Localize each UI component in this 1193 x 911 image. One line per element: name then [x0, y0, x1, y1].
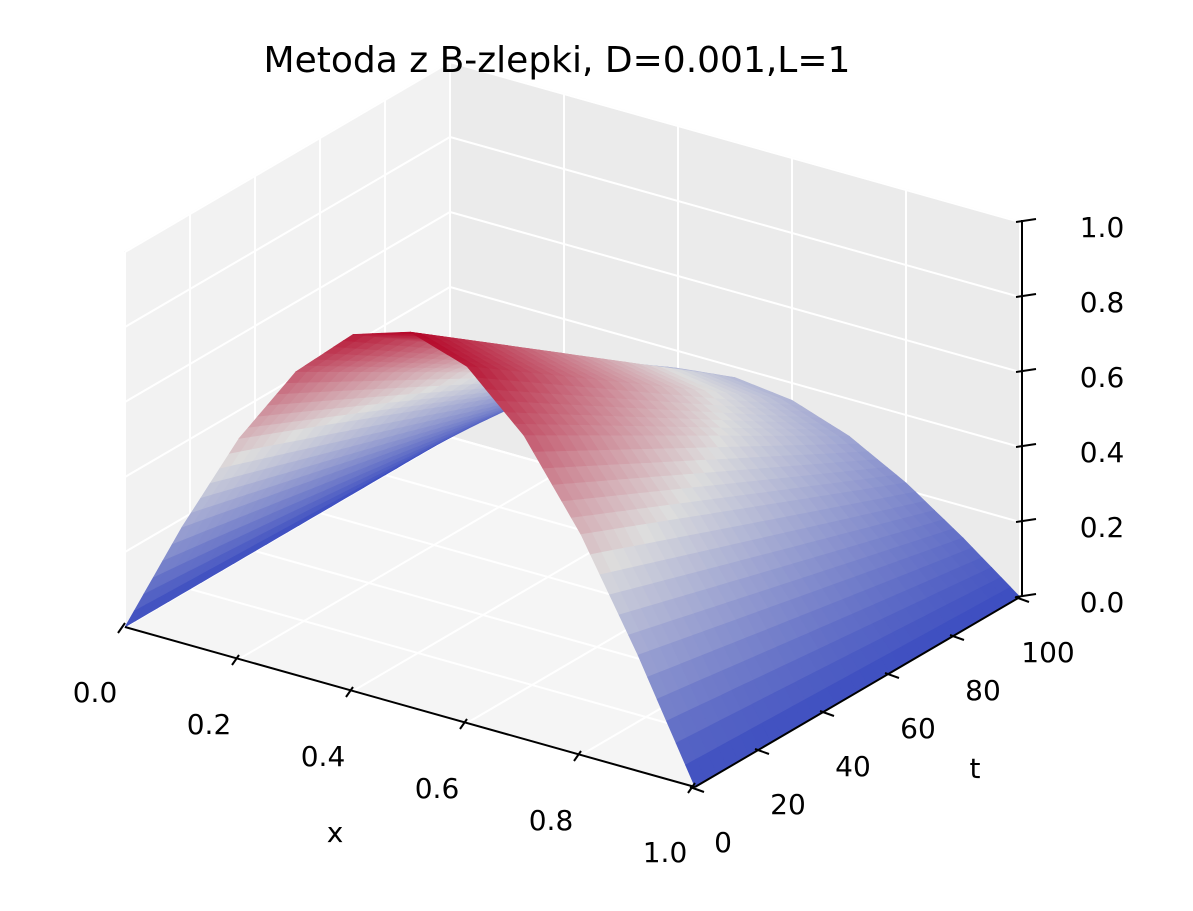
t-tick: [689, 786, 705, 793]
gridline-z: [124, 211, 451, 403]
t-tick-label: 40: [835, 750, 871, 783]
z-tick: [1015, 443, 1037, 448]
tick-marks: 0.00.20.40.60.81.0 0204060801000.00.20.40…: [73, 211, 1125, 869]
x-tick: [231, 654, 240, 666]
t-tick-label: 0: [714, 826, 732, 859]
z-tick-label: 0.6: [1080, 361, 1125, 394]
gridline-z: [124, 61, 451, 253]
x-tick: [345, 686, 354, 698]
t-axis-line: [694, 596, 1021, 788]
z-tick-label: 0.2: [1080, 511, 1125, 544]
t-tick-label: 20: [770, 788, 806, 821]
t-tick-label: 60: [900, 712, 936, 745]
z-tick-label: 0.0: [1080, 586, 1125, 619]
t-tick: [949, 634, 965, 641]
t-tick: [1014, 596, 1030, 603]
x-axis-line: [124, 626, 696, 788]
x-tick: [573, 750, 582, 762]
x-tick: [459, 718, 468, 730]
x-tick-label: 0.4: [301, 740, 346, 773]
x-tick-label: 0.8: [529, 804, 574, 837]
axis-lines: [124, 220, 1023, 788]
z-tick-label: 0.4: [1080, 436, 1125, 469]
x-axis-label: x: [327, 816, 344, 849]
t-axis-label: t: [970, 752, 981, 785]
z-tick: [1015, 593, 1037, 598]
surface-plot: [124, 331, 1021, 788]
gridline-z: [449, 286, 1021, 448]
gridline-z: [449, 211, 1021, 373]
t-tick: [754, 748, 770, 755]
z-tick: [1015, 518, 1037, 523]
t-tick-label: 100: [1021, 636, 1074, 669]
chart-title: Metoda z B-zlepki, D=0.001,L=1: [264, 40, 851, 81]
gridline-z: [449, 61, 1021, 223]
t-tick-label: 80: [965, 674, 1001, 707]
z-tick-label: 0.8: [1080, 286, 1125, 319]
gridline-z: [449, 136, 1021, 298]
z-tick: [1015, 218, 1037, 223]
x-tick-label: 1.0: [643, 836, 688, 869]
x-tick-label: 0.0: [73, 676, 118, 709]
x-tick-label: 0.6: [415, 772, 460, 805]
t-tick: [884, 672, 900, 679]
z-tick: [1015, 293, 1037, 298]
x-tick-label: 0.2: [187, 708, 232, 741]
gridline-x: [238, 468, 565, 660]
t-tick: [819, 710, 835, 717]
gridline-z: [124, 136, 451, 328]
x-tick: [117, 622, 126, 634]
gridline-t: [189, 588, 761, 750]
z-tick: [1015, 368, 1037, 373]
z-tick-label: 1.0: [1080, 211, 1125, 244]
